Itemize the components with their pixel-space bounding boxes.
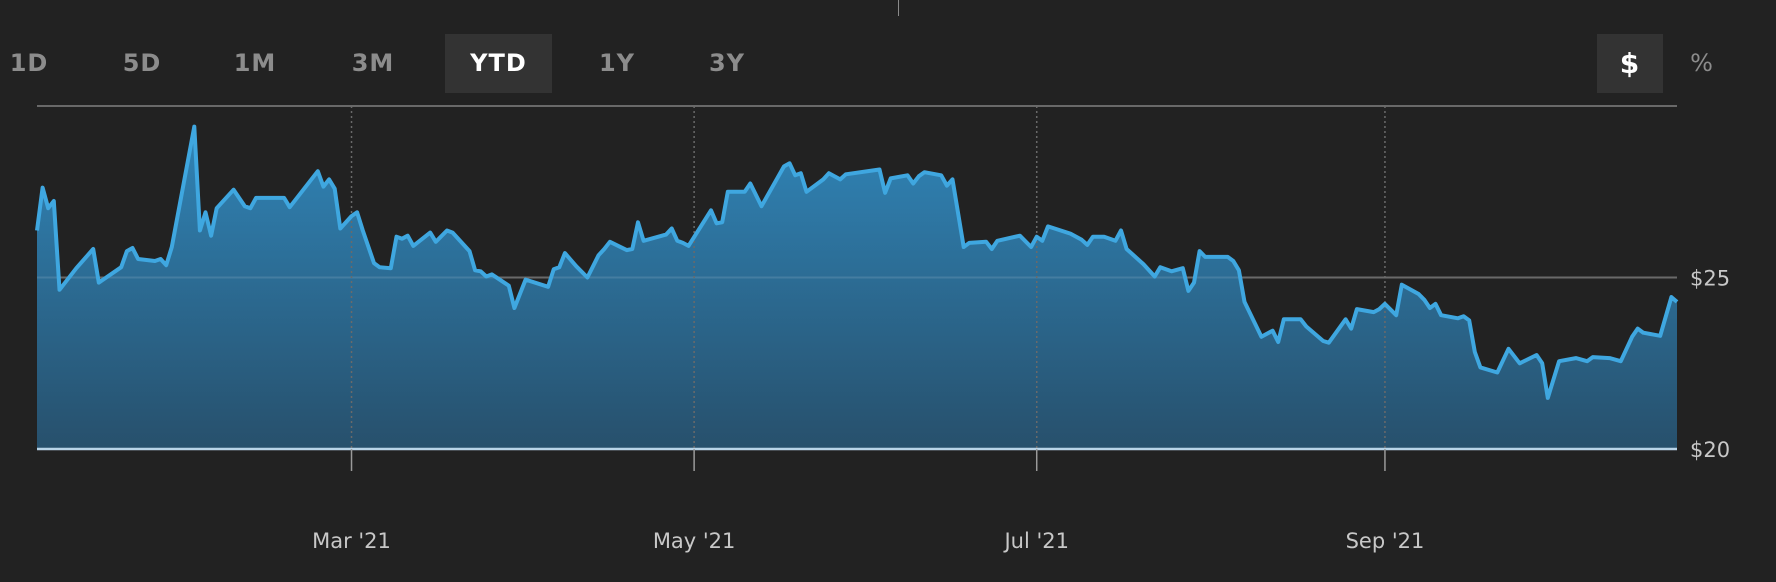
x-tick-label: Jul '21 [1002, 529, 1069, 553]
range-tab-5d[interactable]: 5D [122, 49, 162, 77]
range-tab-ytd[interactable]: YTD [445, 34, 552, 93]
range-tab-3m[interactable]: 3M [351, 49, 395, 77]
x-tick-label: Mar '21 [312, 529, 391, 553]
top-divider-tick [898, 0, 899, 16]
unit-toggle-dollar[interactable]: $ [1597, 34, 1663, 93]
range-tab-3y[interactable]: 3Y [708, 49, 746, 77]
range-tab-1m[interactable]: 1M [233, 49, 277, 77]
y-tick-label: $25 [1690, 267, 1730, 291]
price-area-fill [37, 126, 1677, 449]
range-tab-1d[interactable]: 1D [9, 49, 49, 77]
x-tick-label: Sep '21 [1346, 529, 1425, 553]
price-line [35, 124, 1679, 400]
x-tick-label: May '21 [653, 529, 736, 553]
y-tick-label: $20 [1690, 438, 1730, 462]
range-tab-1y[interactable]: 1Y [598, 49, 636, 77]
unit-toggle-percent[interactable]: % [1690, 49, 1714, 77]
